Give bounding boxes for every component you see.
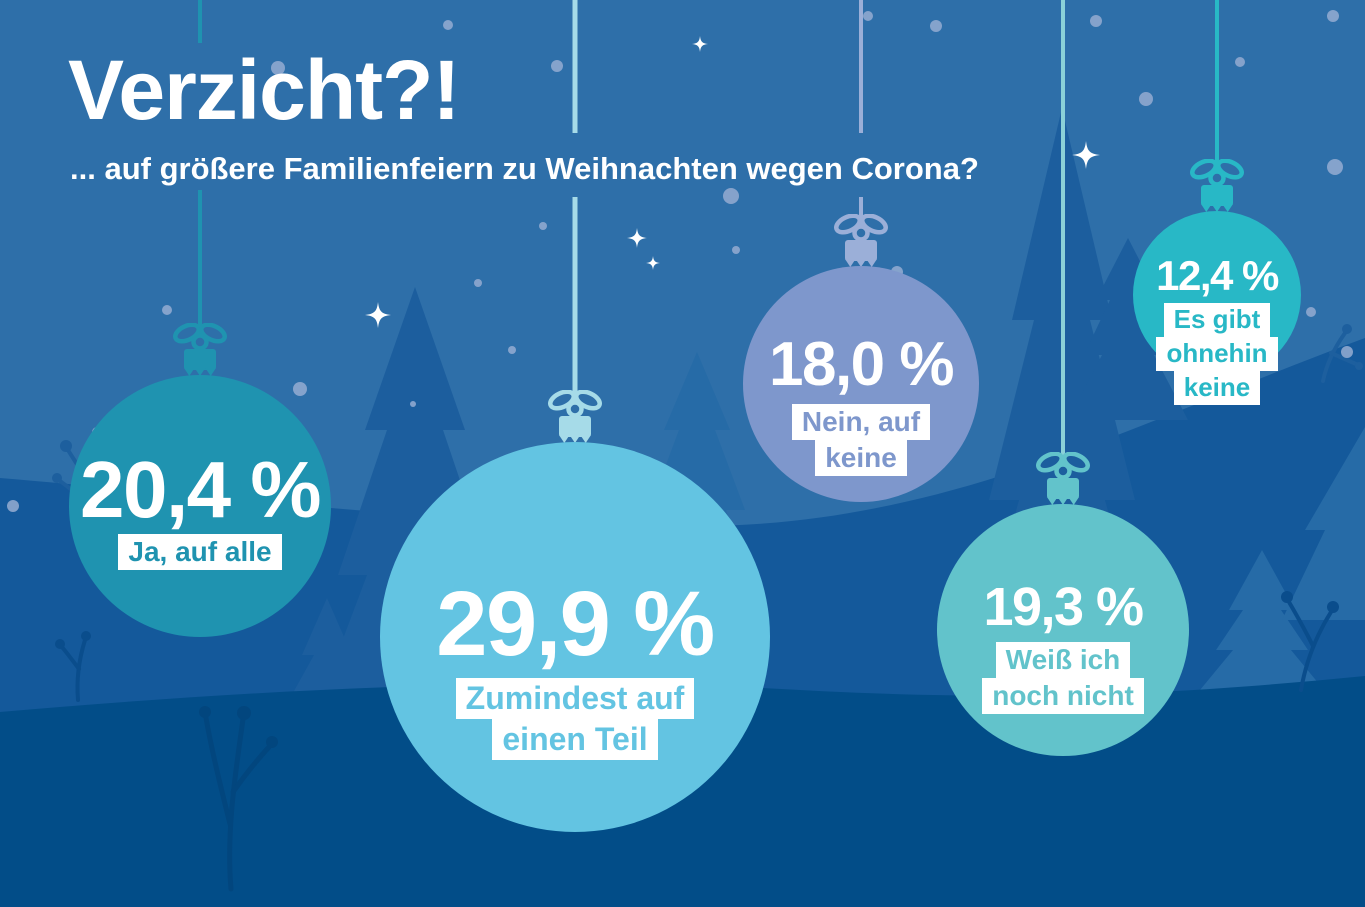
ornament-label-line: ohnehin xyxy=(1156,336,1278,371)
ornament-label-line: Ja, auf alle xyxy=(118,534,282,571)
ornament-hanger-icon xyxy=(1190,159,1244,212)
tree-icon xyxy=(289,598,365,700)
ornament-label-line: noch nicht xyxy=(982,678,1144,715)
ornament-label: Weiß ich noch nicht xyxy=(982,642,1144,715)
berry-twig xyxy=(203,715,272,892)
ornament-nein-auf-keine: 18,0 % Nein, auf keine xyxy=(743,214,979,502)
snow-dot xyxy=(162,305,172,315)
star-icon xyxy=(365,302,391,328)
snow-dot xyxy=(1306,307,1316,317)
page-subtitle: ... auf größere Familienfeiern zu Weihna… xyxy=(70,151,979,186)
ornament-label: Es gibt ohnehin keine xyxy=(1156,303,1278,405)
snow-dot xyxy=(7,500,19,512)
ornament-label-line: keine xyxy=(815,440,907,477)
star-icon xyxy=(1072,141,1100,169)
ornament-zumindest-auf-einen-teil: 29,9 % Zumindest auf einen Teil xyxy=(380,390,770,832)
ornament-hanger-icon xyxy=(1036,452,1090,505)
tree-icon xyxy=(1282,427,1365,620)
snow-dot xyxy=(863,11,873,21)
snow-dot xyxy=(1327,10,1339,22)
ornament-label-line: Es gibt xyxy=(1163,303,1271,337)
ornament-hanger-icon xyxy=(834,214,888,267)
ornament-ball: 29,9 % Zumindest auf einen Teil xyxy=(380,442,770,832)
snow-dot xyxy=(410,401,416,407)
snow-dot xyxy=(474,279,482,287)
ornament-value: 19,3 % xyxy=(983,577,1144,637)
ornament-strings xyxy=(198,0,1219,458)
ornament-weiss-ich-noch-nicht: 19,3 % Weiß ich noch nicht xyxy=(937,452,1189,756)
ornament-label-line: keine xyxy=(1173,370,1261,405)
star-icon xyxy=(692,36,708,52)
star-sparkles xyxy=(365,36,1100,328)
berry-twig xyxy=(60,638,87,702)
snow-dot xyxy=(1341,346,1353,358)
ornament-label-line: Nein, auf xyxy=(791,404,931,441)
ornament-hanger-icon xyxy=(173,323,227,376)
snow-dot xyxy=(1139,92,1153,106)
berry-twig-berries xyxy=(1281,591,1339,613)
ornament-label-line: Weiß ich xyxy=(995,642,1131,679)
tree-icon xyxy=(1200,550,1324,690)
ornament-ja-auf-alle: 20,4 % Ja, auf alle xyxy=(69,323,331,637)
ornament-value: 20,4 % xyxy=(79,445,322,534)
snow-dot xyxy=(508,346,516,354)
ornament-ball: 12,4 % Es gibt ohnehin keine xyxy=(1133,211,1301,405)
ornament-ball: 20,4 % Ja, auf alle xyxy=(69,375,331,637)
snow-dot xyxy=(293,382,307,396)
berry-twig-berries xyxy=(1342,324,1363,370)
star-icon xyxy=(646,256,660,270)
ornament-value: 29,9 % xyxy=(436,573,715,675)
snow-dot xyxy=(443,20,453,30)
snow-dot xyxy=(1235,57,1245,67)
star-icon xyxy=(627,228,647,248)
ornament-value: 12,4 % xyxy=(1156,252,1279,299)
ornament-es-gibt-ohnehin-keine: 12,4 % Es gibt ohnehin keine xyxy=(1133,159,1301,405)
ornament-label-line: einen Teil xyxy=(492,718,658,760)
snow-dot xyxy=(539,222,547,230)
snow-dot xyxy=(723,188,739,204)
berry-twig-berries xyxy=(199,706,278,748)
snow-dot xyxy=(271,61,285,75)
snow-dot xyxy=(1090,15,1102,27)
ornament-hanger-icon xyxy=(548,390,602,443)
snow-dot xyxy=(732,246,740,254)
berry-twig-berries xyxy=(55,631,91,649)
ornament-label-line: Zumindest auf xyxy=(455,678,695,719)
snow-dot xyxy=(1327,159,1343,175)
ornament-label: Nein, auf keine xyxy=(791,404,931,477)
page-title: Verzicht?! xyxy=(68,43,460,137)
snow-dot xyxy=(930,20,942,32)
ornament-label: Ja, auf alle xyxy=(118,534,282,571)
berry-twig xyxy=(1287,600,1333,692)
ornament-ball: 18,0 % Nein, auf keine xyxy=(743,266,979,502)
tree-icon xyxy=(1068,238,1188,420)
snow-dot xyxy=(551,60,563,72)
ornament-value: 18,0 % xyxy=(768,330,955,399)
ornament-ball: 19,3 % Weiß ich noch nicht xyxy=(937,504,1189,756)
berry-twig xyxy=(1321,331,1358,383)
ornament-label: Zumindest auf einen Teil xyxy=(455,678,695,760)
